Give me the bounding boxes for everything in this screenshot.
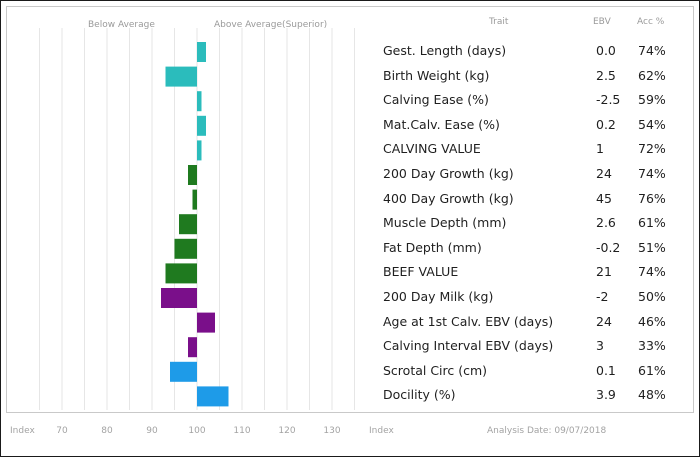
trait-label: 200 Day Milk (kg) (383, 289, 494, 304)
acc-value: 48% (638, 387, 666, 403)
acc-value: 74% (638, 43, 666, 58)
trait-label: Calving Ease (%) (383, 92, 489, 108)
trait-label: Gest. Length (days) (383, 43, 507, 58)
ebv-value: 1 (596, 141, 604, 157)
x-tick-label: 130 (323, 426, 340, 436)
bar-15 (197, 386, 229, 407)
x-tick-label: 110 (233, 426, 250, 436)
trait-label: Docility (%) (383, 387, 456, 403)
trait-label: Mat.Calv. Ease (%) (383, 116, 500, 132)
ebv-value: 45 (596, 190, 612, 206)
ebv-value: 2.5 (596, 67, 616, 83)
x-tick-label: 80 (101, 426, 113, 436)
bar-6 (188, 165, 197, 185)
trait-label: Scrotal Circ (cm) (383, 362, 488, 378)
ebv-value: -2.5 (596, 92, 621, 108)
acc-value: 62% (638, 67, 666, 83)
acc-value: 61% (638, 362, 666, 378)
x-tick-label: 90 (146, 426, 158, 436)
acc-value: 51% (638, 239, 666, 255)
bar-8 (179, 214, 197, 235)
bar-13 (188, 337, 197, 358)
trait-label: Fat Depth (mm) (383, 239, 482, 255)
bar-12 (197, 312, 215, 333)
trait-label: Calving Interval EBV (days) (383, 338, 554, 354)
acc-value: 61% (638, 215, 666, 231)
ebv-value: 3.9 (596, 387, 616, 403)
x-tick-label: 120 (278, 426, 295, 436)
trait-label: CALVING VALUE (383, 141, 481, 157)
acc-value: 54% (638, 116, 666, 132)
bar-7 (192, 189, 197, 210)
ebv-value: 3 (596, 338, 604, 354)
ebv-value: 0.0 (596, 43, 616, 58)
trait-label: BEEF VALUE (383, 264, 459, 280)
acc-value: 46% (638, 313, 666, 329)
acc-value: 33% (638, 338, 666, 354)
trait-label: Birth Weight (kg) (383, 67, 490, 83)
ebv-value: 24 (596, 313, 612, 329)
x-tick-label: 100 (188, 426, 205, 436)
ebv-value: 24 (596, 166, 612, 181)
acc-value: 76% (638, 190, 666, 206)
trait-label: Muscle Depth (mm) (383, 215, 507, 231)
below-average-label: Below Average (88, 20, 155, 30)
bar-1 (197, 42, 206, 62)
acc-value: 50% (638, 289, 666, 304)
x-tick-label: 70 (56, 426, 68, 436)
trait-label: Age at 1st Calv. EBV (days) (383, 313, 554, 329)
bar-9 (174, 238, 197, 259)
acc-value: 74% (638, 166, 666, 181)
bar-3 (197, 91, 202, 112)
acc-column-header: Acc % (637, 17, 665, 27)
trait-label: 200 Day Growth (kg) (383, 166, 514, 181)
ebv-chart-panel (6, 6, 694, 413)
acc-value: 72% (638, 141, 666, 157)
above-average-label: Above Average(Superior) (214, 20, 328, 30)
bar-4 (197, 115, 206, 136)
ebv-value: -0.2 (596, 239, 621, 255)
bar-5 (197, 140, 202, 161)
index-label-right: Index (369, 426, 394, 436)
ebv-column-header: EBV (593, 17, 611, 27)
ebv-value: 2.6 (596, 215, 616, 231)
trait-label: 400 Day Growth (kg) (383, 190, 514, 206)
acc-value: 59% (638, 92, 666, 108)
analysis-date: Analysis Date: 09/07/2018 (487, 426, 607, 436)
ebv-value: -2 (596, 289, 609, 304)
acc-value: 74% (638, 264, 666, 280)
ebv-value: 21 (596, 264, 612, 280)
bar-10 (165, 263, 197, 284)
index-label-left: Index (10, 426, 35, 436)
bar-11 (161, 288, 197, 308)
ebv-value: 0.1 (596, 362, 616, 378)
bar-2 (165, 66, 197, 87)
bar-14 (170, 361, 197, 382)
trait-column-header: Trait (489, 17, 509, 27)
ebv-value: 0.2 (596, 116, 616, 132)
